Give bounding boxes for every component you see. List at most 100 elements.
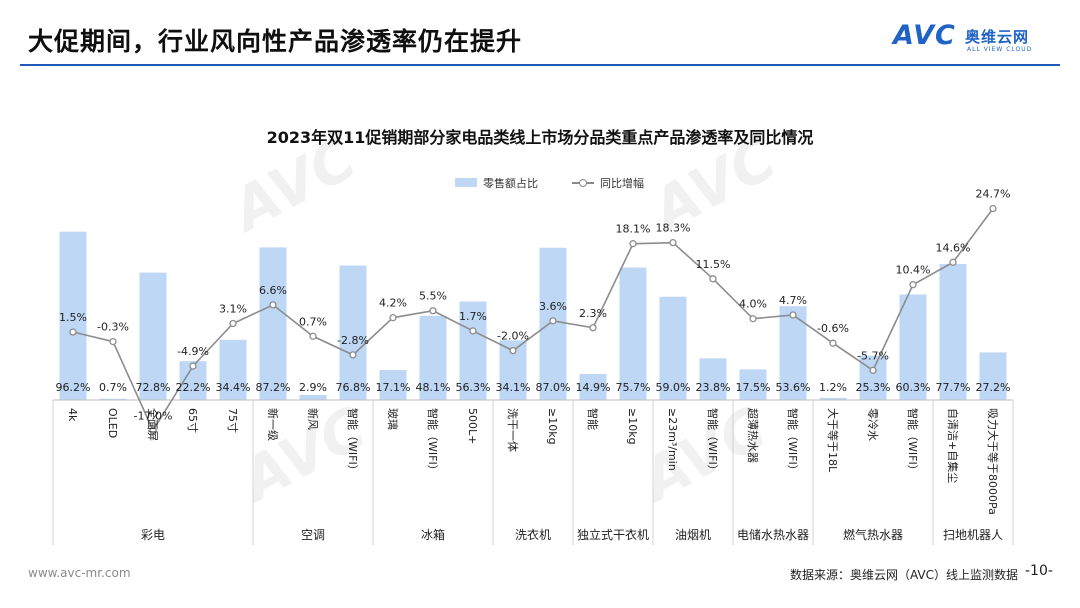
growth-label: 5.5% — [419, 290, 447, 303]
growth-point — [309, 332, 317, 340]
growth-point — [109, 337, 117, 346]
group-label: 冰箱 — [421, 527, 445, 542]
growth-label: 14.6% — [936, 241, 971, 254]
share-label: 60.3% — [896, 381, 931, 394]
growth-point — [829, 339, 837, 347]
category-label: 吸力大于等于8000Pa — [986, 408, 1000, 515]
category-label: 65寸 — [186, 408, 200, 433]
page-number: -10- — [1025, 563, 1053, 579]
growth-point — [189, 362, 197, 370]
growth-label: 18.1% — [616, 223, 651, 236]
growth-point — [909, 281, 917, 289]
bar — [219, 339, 247, 400]
growth-point — [389, 314, 397, 322]
share-label: 22.2% — [176, 381, 211, 394]
category-label: 75寸 — [226, 408, 240, 433]
bar — [699, 358, 727, 400]
logo-cn-text: 奥维云网 — [965, 28, 1030, 46]
logo-mark: AVC — [893, 20, 956, 51]
growth-label: -5.7% — [857, 349, 889, 362]
group-label: 燃气热水器 — [843, 527, 903, 542]
legend-swatch-bar — [455, 178, 477, 187]
share-label: 48.1% — [416, 381, 451, 394]
bar — [899, 294, 927, 400]
bar — [659, 296, 687, 400]
bar — [99, 398, 127, 400]
share-label: 75.7% — [616, 381, 651, 394]
share-label: 17.1% — [376, 381, 411, 394]
share-label: 34.4% — [216, 381, 251, 394]
share-label: 87.2% — [256, 381, 291, 394]
bar — [59, 231, 87, 400]
bar — [819, 397, 847, 400]
bar — [859, 355, 887, 400]
bar — [979, 352, 1007, 400]
growth-point — [589, 324, 597, 332]
category-label: 新一级 — [266, 408, 280, 441]
bar — [459, 301, 487, 400]
share-label: 23.8% — [696, 381, 731, 394]
share-label: 34.1% — [496, 381, 531, 394]
share-label: 77.7% — [936, 381, 971, 394]
group-label: 洗衣机 — [515, 527, 551, 542]
growth-point — [269, 301, 277, 309]
category-label: 智能（WIFI） — [786, 408, 800, 476]
category-label: 零冷水 — [866, 408, 879, 441]
page-title: 大促期间，行业风向性产品渗透率仍在提升 — [28, 27, 523, 56]
category-label: 玻璃 — [386, 408, 400, 430]
share-label: 14.9% — [576, 381, 611, 394]
share-label: 27.2% — [976, 381, 1011, 394]
share-label: 25.3% — [856, 381, 891, 394]
growth-label: 1.5% — [59, 311, 87, 324]
growth-label: -4.9% — [177, 345, 209, 358]
growth-label: 4.0% — [739, 298, 767, 311]
group-label: 独立式干衣机 — [577, 527, 649, 542]
legend-label-line: 同比增幅 — [600, 177, 644, 190]
growth-point — [629, 240, 637, 248]
category-label: 大于等于18L — [826, 408, 840, 473]
growth-label: 4.7% — [779, 294, 807, 307]
category-label: 智能（WIFI） — [346, 408, 360, 476]
growth-point — [149, 426, 157, 435]
growth-point — [749, 315, 757, 323]
growth-line — [72, 208, 994, 433]
growth-label: 1.7% — [459, 310, 487, 323]
group-label: 扫地机器人 — [943, 528, 1003, 542]
logo-en-text: ALL VIEW CLOUD — [967, 46, 1033, 53]
bar — [299, 394, 327, 400]
growth-point — [429, 307, 437, 315]
share-label: 87.0% — [536, 381, 571, 394]
category-label: OLED — [106, 408, 119, 438]
growth-point — [69, 328, 77, 336]
growth-point — [989, 204, 997, 213]
bar — [339, 265, 367, 400]
legend-swatch-marker — [579, 179, 587, 187]
chart-title: 2023年双11促销期部分家电品类线上市场分品类重点产品渗透率及同比情况 — [266, 128, 814, 147]
growth-label: 18.3% — [656, 222, 691, 235]
growth-point — [469, 327, 477, 335]
growth-label: -0.6% — [817, 322, 849, 335]
growth-point — [709, 275, 717, 283]
bar — [259, 247, 287, 400]
growth-label: 3.1% — [219, 303, 247, 316]
growth-point — [349, 351, 357, 359]
growth-label: 0.7% — [299, 315, 327, 328]
category-label: 新风 — [306, 408, 320, 430]
bar — [579, 373, 607, 400]
bar — [619, 267, 647, 400]
growth-label: 24.7% — [976, 188, 1011, 201]
growth-label: 3.6% — [539, 300, 567, 313]
growth-label: 11.5% — [696, 258, 731, 271]
bar — [939, 264, 967, 400]
bar — [139, 272, 167, 400]
group-label: 油烟机 — [675, 528, 711, 542]
footer-website: www.avc-mr.com — [28, 566, 131, 580]
share-label: 1.2% — [819, 381, 847, 394]
group-label: 彩电 — [141, 528, 165, 542]
growth-label: 6.6% — [259, 284, 287, 297]
growth-label: -2.0% — [497, 330, 529, 343]
growth-label: 4.2% — [379, 297, 407, 310]
bar — [419, 315, 447, 400]
share-label: 56.3% — [456, 381, 491, 394]
